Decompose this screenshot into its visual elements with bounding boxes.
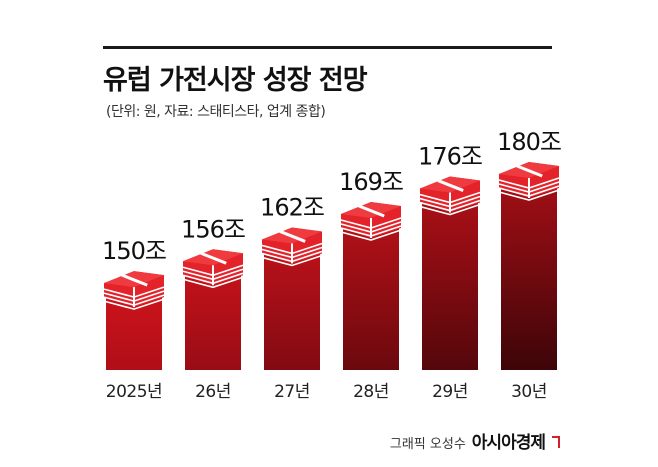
money-bundle-icon: [261, 227, 323, 267]
brand-mark-icon: [552, 436, 560, 448]
money-bundle-icon: [419, 176, 481, 216]
value-label: 169조: [339, 168, 403, 196]
money-bundle-icon: [340, 202, 402, 241]
category-label: 26년: [195, 382, 231, 402]
value-label: 156조: [181, 215, 245, 243]
chart-title: 유럽 가전시장 성장 전망: [103, 65, 368, 96]
value-label: 162조: [260, 193, 324, 221]
credit-brand: 아시아경제: [471, 433, 546, 453]
money-bundle-icon: [498, 162, 560, 201]
bar-4: [422, 188, 478, 370]
money-bundle-icon: [103, 271, 165, 310]
category-label: 29년: [432, 382, 468, 402]
category-label: 28년: [353, 382, 389, 402]
category-label: 27년: [274, 382, 310, 402]
value-label: 180조: [497, 128, 561, 156]
chart-subtitle: (단위: 원, 자료: 스태티스타, 업계 종합): [106, 104, 326, 120]
title-rule: [103, 46, 552, 49]
value-label: 150조: [102, 237, 166, 265]
value-label: 176조: [418, 143, 482, 171]
category-label: 2025년: [106, 382, 162, 402]
money-bundle-icon: [182, 249, 244, 289]
credit-author: 그래픽 오성수: [389, 437, 466, 452]
credit: 그래픽 오성수 아시아경제: [390, 428, 560, 453]
category-label: 30년: [511, 382, 547, 402]
bar-5: [501, 174, 557, 370]
